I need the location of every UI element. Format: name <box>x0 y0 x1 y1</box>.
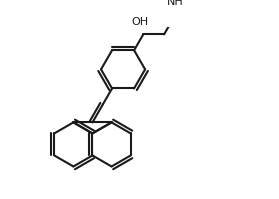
Text: NH: NH <box>167 0 184 7</box>
Text: OH: OH <box>131 17 148 27</box>
